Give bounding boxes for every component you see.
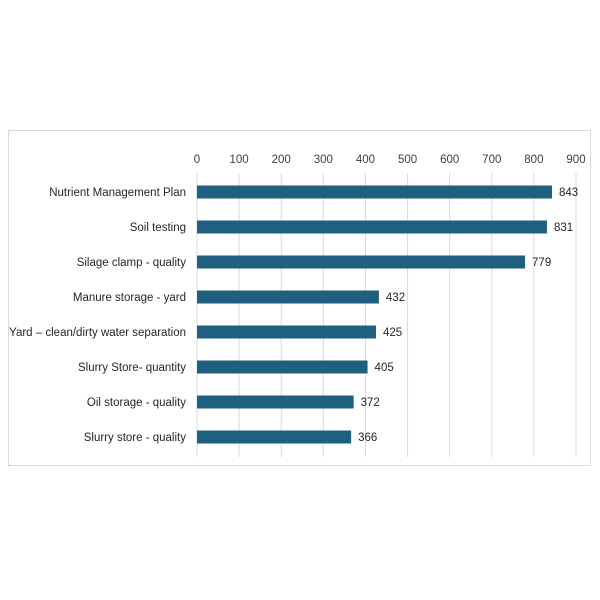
x-tick-label: 600 bbox=[440, 154, 459, 166]
bars bbox=[197, 185, 552, 444]
data-label: 405 bbox=[375, 362, 394, 374]
bar bbox=[197, 220, 547, 234]
category-labels: Nutrient Management Plan Soil testing Sila… bbox=[9, 187, 186, 444]
gridlines bbox=[196, 173, 577, 457]
data-label: 432 bbox=[386, 292, 405, 304]
bar bbox=[197, 430, 352, 444]
x-axis-ticks: 0 100 200 300 400 500 600 700 800 900 bbox=[194, 154, 586, 166]
data-label: 779 bbox=[532, 257, 551, 269]
x-tick-label: 700 bbox=[482, 154, 501, 166]
x-tick-label: 0 bbox=[194, 154, 200, 166]
x-tick-label: 900 bbox=[566, 154, 585, 166]
category-label: Slurry Store- quantity bbox=[78, 362, 186, 374]
bar bbox=[197, 290, 379, 304]
data-label: 425 bbox=[383, 327, 402, 339]
category-label: Nutrient Management Plan bbox=[49, 187, 186, 199]
x-tick-label: 100 bbox=[230, 154, 249, 166]
bar-chart: 0 100 200 300 400 500 600 700 800 900 Nutrient Ma… bbox=[9, 154, 586, 457]
category-label: Oil storage - quality bbox=[87, 397, 186, 409]
category-label: Yard – clean/dirty water separation bbox=[9, 327, 186, 339]
data-label: 831 bbox=[554, 222, 573, 234]
category-label: Silage clamp - quality bbox=[77, 257, 187, 269]
data-label: 372 bbox=[361, 397, 380, 409]
x-tick-label: 300 bbox=[314, 154, 333, 166]
data-label: 843 bbox=[559, 187, 578, 199]
category-label: Soil testing bbox=[130, 222, 186, 234]
bar bbox=[197, 255, 526, 269]
data-labels: 843 831 779 432 425 405 372 366 bbox=[358, 187, 578, 444]
data-label: 366 bbox=[358, 432, 377, 444]
x-tick-label: 500 bbox=[398, 154, 417, 166]
x-tick-label: 800 bbox=[524, 154, 543, 166]
bar bbox=[197, 360, 368, 374]
x-tick-label: 400 bbox=[356, 154, 375, 166]
category-label: Slurry store - quality bbox=[84, 432, 187, 444]
bar bbox=[197, 395, 354, 409]
bar bbox=[197, 185, 552, 199]
chart-area: 0 100 200 300 400 500 600 700 800 900 Nutrient Ma… bbox=[8, 130, 591, 466]
bar bbox=[197, 325, 376, 339]
category-label: Manure storage - yard bbox=[73, 292, 186, 304]
x-tick-label: 200 bbox=[272, 154, 291, 166]
